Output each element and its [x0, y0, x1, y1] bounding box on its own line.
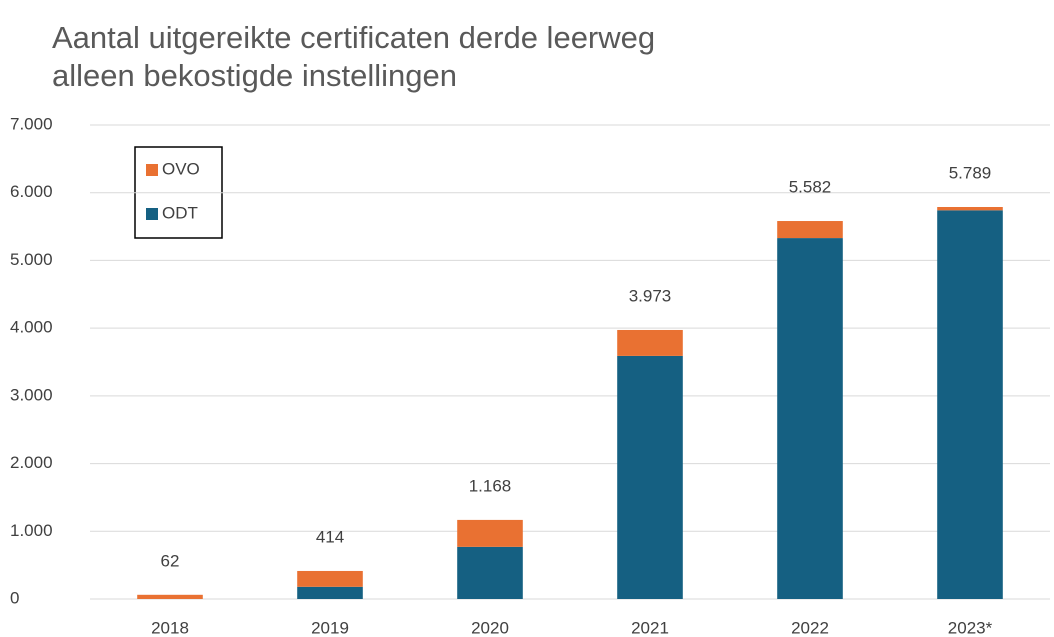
y-tick-label: 6.000: [10, 182, 53, 201]
bar-segment: [297, 570, 363, 587]
y-tick-label: 1.000: [10, 521, 53, 540]
chart-title: Aantal uitgereikte certificaten derde le…: [52, 20, 655, 55]
bar-segment: [617, 355, 683, 599]
total-label: 62: [161, 551, 180, 570]
total-label: 5.789: [949, 163, 992, 182]
bar-segment: [137, 594, 203, 599]
y-tick-label: 0: [10, 588, 19, 607]
x-tick-label: 2021: [631, 618, 669, 637]
legend-label: ODT: [162, 203, 198, 222]
bar-segment: [297, 586, 363, 599]
x-tick-label: 2023*: [948, 618, 993, 637]
y-tick-label: 7.000: [10, 114, 53, 133]
total-label: 5.582: [789, 178, 832, 197]
bar-segment: [777, 221, 843, 239]
bar-segment: [457, 546, 523, 599]
y-tick-label: 3.000: [10, 385, 53, 404]
legend-label: OVO: [162, 159, 200, 178]
y-tick-label: 2.000: [10, 453, 53, 472]
bar-segment: [937, 207, 1003, 211]
x-tick-label: 2020: [471, 618, 509, 637]
total-label: 414: [316, 527, 344, 546]
bar-segment: [457, 519, 523, 547]
x-tick-label: 2018: [151, 618, 189, 637]
y-tick-label: 5.000: [10, 250, 53, 269]
total-label: 3.973: [629, 286, 672, 305]
legend-swatch: [146, 208, 158, 220]
bar-segment: [777, 238, 843, 599]
total-label: 1.168: [469, 476, 512, 495]
x-tick-label: 2022: [791, 618, 829, 637]
legend-swatch: [146, 164, 158, 176]
chart-subtitle: alleen bekostigde instellingen: [52, 58, 457, 93]
y-tick-label: 4.000: [10, 318, 53, 337]
bar-segment: [937, 210, 1003, 599]
bar-segment: [617, 329, 683, 356]
x-tick-label: 2019: [311, 618, 349, 637]
